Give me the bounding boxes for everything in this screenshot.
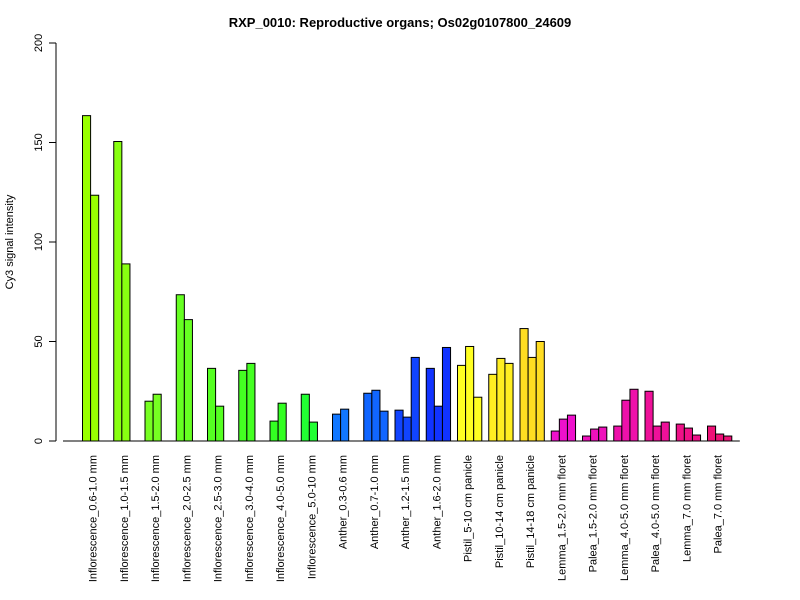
bar — [527, 356, 537, 442]
x-tick-label: Inflorescence_1.0-1.5 mm — [119, 455, 131, 582]
bar — [175, 294, 185, 442]
x-tick-label: Anther_0.7-1.0 mm — [369, 455, 381, 549]
x-tick-label: Pistil_10-14 cm panicle — [494, 455, 506, 568]
bar — [90, 194, 100, 442]
x-tick-label: Inflorescence_5.0-10 mm — [306, 455, 318, 579]
bar — [707, 425, 717, 442]
bar — [496, 357, 506, 442]
bar — [519, 328, 529, 442]
bar — [675, 423, 685, 442]
bar — [715, 433, 725, 442]
bar — [410, 356, 420, 442]
y-tick-label: 0 — [33, 438, 45, 444]
bar — [660, 421, 670, 442]
y-tick-label: 50 — [33, 335, 45, 347]
bar — [82, 115, 92, 442]
bar — [441, 346, 452, 442]
y-axis-label: Cy3 signal intensity — [4, 194, 16, 289]
chart-title: RXP_0010: Reproductive organs; Os02g0107… — [229, 15, 572, 30]
bar — [121, 263, 131, 442]
x-tick-label: Palea_1.5-2.0 mm floret — [588, 455, 600, 572]
x-tick-label: Inflorescence_2.0-2.5 mm — [181, 455, 193, 582]
bar — [332, 413, 342, 442]
bar — [621, 399, 631, 442]
x-tick-label: Inflorescence_1.5-2.0 mm — [150, 455, 162, 582]
bar — [113, 141, 123, 442]
bar — [652, 425, 662, 442]
x-tick-label: Inflorescence_2.5-3.0 mm — [213, 455, 225, 582]
x-tick-label: Palea_4.0-5.0 mm floret — [650, 455, 662, 572]
bar — [613, 425, 623, 442]
bar — [629, 388, 639, 442]
bar — [152, 393, 162, 442]
bar — [308, 421, 318, 442]
bar — [246, 362, 256, 442]
bar — [433, 405, 443, 442]
x-tick-label: Anther_0.3-0.6 mm — [338, 455, 350, 549]
bar — [566, 414, 577, 442]
bar — [598, 426, 608, 442]
bar — [457, 364, 467, 442]
bar — [363, 392, 373, 442]
bar — [558, 418, 568, 442]
bar — [371, 389, 381, 442]
x-tick-label: Lemma_4.0-5.0 mm floret — [619, 455, 631, 581]
bar — [473, 396, 483, 442]
bar — [183, 319, 193, 442]
y-tick-label: 150 — [33, 133, 45, 151]
bar — [238, 369, 248, 442]
bars — [82, 115, 733, 442]
x-tick-label: Pistil_14-18 cm panicle — [525, 455, 537, 568]
x-tick-label: Lemma_1.5-2.0 mm floret — [556, 455, 568, 581]
bar — [504, 362, 514, 442]
bar — [402, 416, 412, 442]
y-axis: 0 50 100 150 200 — [33, 34, 740, 444]
y-tick-label: 100 — [33, 233, 45, 251]
bar — [582, 435, 592, 442]
y-tick-label: 200 — [33, 34, 45, 52]
bar — [207, 367, 217, 442]
bar — [535, 341, 545, 442]
x-tick-label: Palea_7.0 mm floret — [713, 455, 725, 553]
bar — [394, 409, 404, 442]
x-axis-labels: Inflorescence_0.6-1.0 mm Inflorescence_1.… — [88, 455, 725, 582]
x-tick-label: Anther_1.6-2.0 mm — [431, 455, 443, 549]
bar — [269, 420, 279, 442]
x-tick-label: Anther_1.2-1.5 mm — [400, 455, 412, 549]
bar — [215, 405, 225, 442]
x-tick-label: Pistil_5-10 cm panicle — [463, 455, 475, 562]
bar — [723, 435, 733, 442]
x-tick-label: Inflorescence_3.0-4.0 mm — [244, 455, 256, 582]
bar — [683, 427, 693, 442]
bar — [340, 408, 350, 442]
bar — [691, 434, 702, 442]
x-tick-label: Inflorescence_4.0-5.0 mm — [275, 455, 287, 582]
bar — [144, 400, 154, 442]
x-tick-label: Lemma_7.0 mm floret — [681, 455, 693, 562]
bar — [590, 428, 600, 442]
bar — [644, 390, 654, 442]
bar — [300, 393, 310, 442]
bar — [550, 430, 560, 442]
bar — [425, 367, 435, 442]
bar — [488, 373, 498, 442]
bar — [379, 410, 389, 442]
x-tick-label: Inflorescence_0.6-1.0 mm — [88, 455, 100, 582]
bar — [277, 402, 287, 442]
bar — [465, 345, 475, 442]
